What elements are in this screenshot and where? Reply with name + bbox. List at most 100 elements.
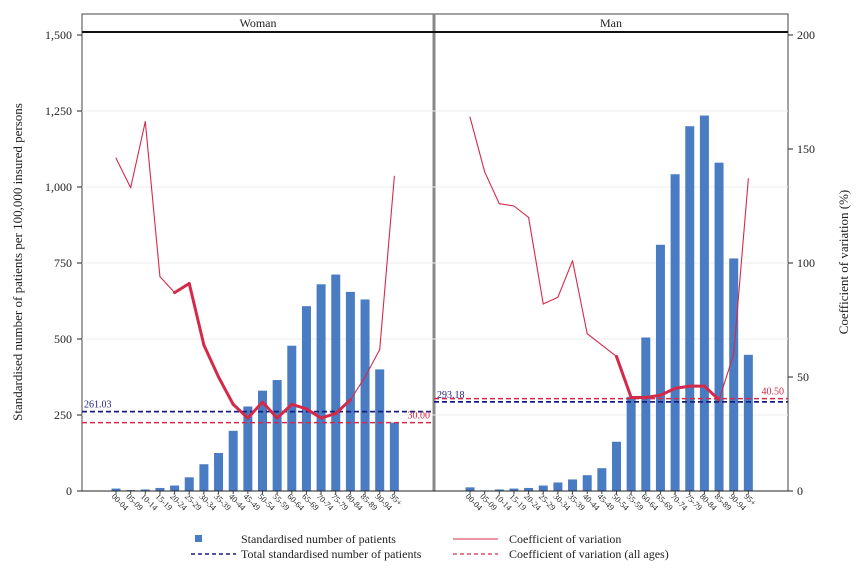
cv-line-segment: [261, 400, 279, 420]
x-axis: 00-0405-0910-1415-1920-2425-2930-3435-39…: [82, 490, 788, 513]
legend-label-total: Total standardised number of patients: [241, 547, 422, 561]
cv-line-segment: [364, 349, 381, 378]
bar: [553, 482, 563, 491]
y-axis-left: 0 250 500 750 1,000 1,250 1,500: [45, 28, 82, 498]
y-axis-left-title: Standardised number of patients per 100,…: [10, 103, 25, 421]
bar: [389, 422, 399, 491]
cv-line-segment: [615, 354, 633, 400]
bar: [670, 174, 680, 491]
legend-swatch-bars: [195, 535, 202, 542]
cv-line-segment: [484, 171, 500, 205]
cv-line-segment: [290, 402, 308, 411]
bar: [316, 284, 326, 491]
cv-line-segment: [542, 296, 559, 305]
panel-title-woman: Woman: [239, 16, 276, 30]
bar: [331, 274, 341, 491]
bar: [612, 441, 621, 491]
y-right-tick-label: 50: [797, 370, 809, 384]
cv-line-segment: [130, 121, 146, 189]
bar: [685, 126, 695, 491]
y-right-tick-label: 150: [797, 142, 815, 156]
cv-line-segment: [557, 260, 574, 298]
bar: [641, 337, 651, 491]
bar: [140, 489, 150, 491]
bar: [509, 488, 519, 491]
cv-line-segment: [231, 402, 250, 420]
cv-line-segment: [571, 260, 588, 335]
bar: [699, 115, 709, 491]
cv-line-series: [115, 116, 749, 420]
cv-line-segment: [513, 205, 530, 218]
y-left-tick-label: 1,000: [45, 180, 72, 194]
bar: [582, 475, 592, 491]
y-right-tick-label: 200: [797, 28, 815, 42]
bar: [184, 477, 194, 491]
cv-line-segment: [115, 157, 132, 189]
cv-line-segment: [349, 376, 366, 401]
cv-line-segment: [601, 344, 618, 358]
cv-line-segment: [702, 384, 721, 402]
cv-line-segment: [144, 121, 161, 278]
cv-line-segment: [246, 400, 264, 420]
legend-label-bars: Standardised number of patients: [241, 532, 396, 546]
bar: [655, 244, 665, 491]
bar: [626, 396, 636, 491]
bar: [199, 464, 209, 491]
cv-line-segment: [733, 178, 749, 355]
cv-line-segment: [586, 333, 603, 346]
cv-line-segment: [498, 203, 515, 207]
reference-lines: 261.03 30.00 293.18 40.50: [82, 387, 788, 424]
bar: [111, 488, 121, 491]
y-left-tick-label: 500: [54, 332, 72, 346]
y-right-tick-label: 0: [797, 484, 803, 498]
cv-line-segment: [379, 175, 395, 351]
legend: Standardised number of patients Coeffici…: [191, 532, 669, 561]
cv-line-segment: [275, 402, 294, 420]
bar: [568, 479, 578, 491]
bar: [743, 354, 753, 491]
cv-all-line-label: 30.00: [408, 411, 431, 422]
bar: [170, 485, 180, 491]
legend-label-cv-all: Coefficient of variation (all ages): [509, 547, 669, 561]
panel-title-man: Man: [600, 16, 622, 30]
cv-line-segment: [159, 276, 176, 294]
y-axis-right: 0 50 100 150 200: [788, 28, 815, 498]
bar-series: [111, 115, 753, 491]
bar: [345, 291, 355, 491]
total-line-label: 261.03: [84, 400, 112, 411]
y-left-tick-label: 0: [66, 484, 72, 498]
y-left-tick-label: 1,500: [45, 28, 72, 42]
cv-line-segment: [673, 384, 692, 390]
cv-line-segment: [319, 411, 338, 420]
cv-line-segment: [187, 282, 206, 347]
bar: [375, 369, 385, 491]
bar: [155, 487, 165, 491]
cv-line-segment: [217, 375, 235, 406]
bar: [214, 453, 224, 491]
cv-line-segment: [658, 386, 677, 397]
cv-line-segment: [304, 407, 323, 420]
bar: [714, 162, 724, 491]
cv-line-segment: [469, 116, 486, 173]
cv-line-segment: [173, 282, 191, 295]
bar: [524, 487, 534, 491]
cv-line-segment: [718, 353, 735, 401]
y-left-tick-label: 250: [54, 408, 72, 422]
total-line-label: 293.18: [437, 390, 465, 401]
cv-line-segment: [334, 398, 352, 415]
bar: [538, 485, 548, 491]
bar: [228, 430, 238, 491]
bar: [272, 380, 282, 491]
y-axis-right-title: Coefficient of variation (%): [836, 190, 851, 335]
cv-line-segment: [202, 343, 221, 379]
y-right-tick-label: 100: [797, 256, 815, 270]
bar: [258, 390, 267, 491]
gridlines: [82, 110, 788, 416]
bar: [287, 345, 297, 491]
y-left-tick-label: 750: [54, 256, 72, 270]
bar: [465, 487, 475, 491]
bar: [301, 306, 311, 491]
cv-line-segment: [644, 393, 662, 400]
bar: [494, 489, 504, 491]
